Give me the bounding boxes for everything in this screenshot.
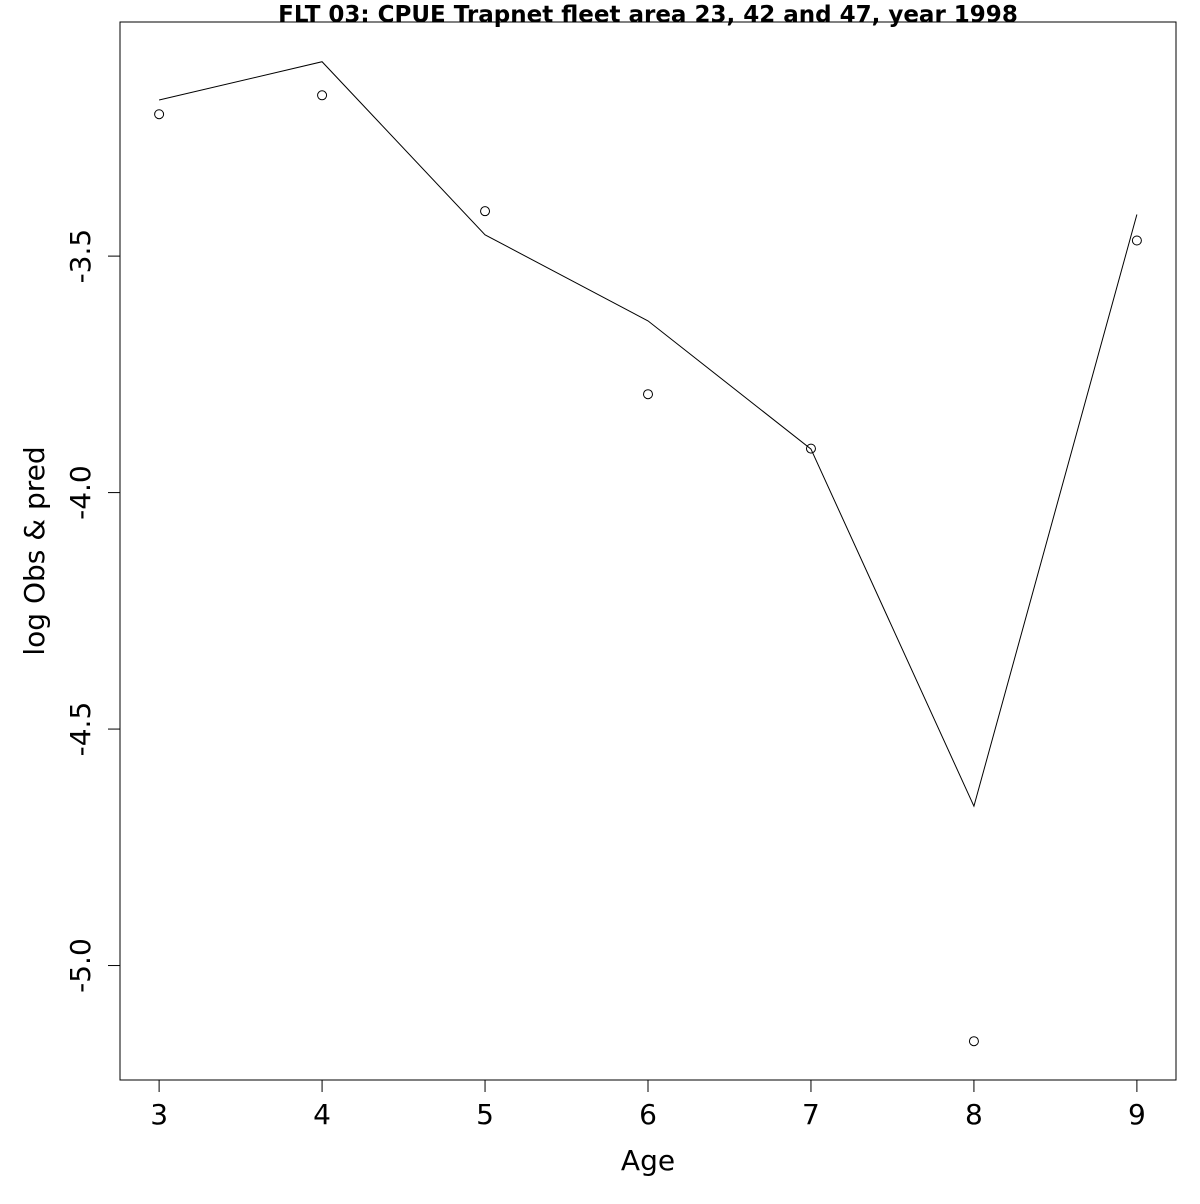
x-tick-label: 8 <box>965 1098 983 1131</box>
observed-point <box>805 443 816 454</box>
predicted-line <box>158 61 1138 808</box>
chart-title: FLT 03: CPUE Trapnet fleet area 23, 42 a… <box>278 2 1018 28</box>
x-axis: 3 4 5 6 7 8 9 <box>150 1079 1146 1131</box>
observed-point <box>1131 235 1142 246</box>
x-tick-label: 3 <box>150 1098 168 1131</box>
x-tick-label: 5 <box>476 1098 494 1131</box>
observed-point <box>643 389 653 400</box>
x-tick-label: 7 <box>802 1098 820 1131</box>
observed-point <box>154 109 165 120</box>
y-axis-title: log Obs & pred <box>18 446 51 655</box>
y-tick-label: -3.5 <box>64 229 97 284</box>
y-tick-label: -4.5 <box>64 702 97 757</box>
plot-frame <box>119 21 1177 1081</box>
y-axis: -3.5 -4.0 -4.5 -5.0 <box>64 229 121 993</box>
series-layer <box>154 61 1142 1047</box>
y-tick-label: -5.0 <box>64 938 97 993</box>
x-tick-label: 4 <box>313 1098 331 1131</box>
x-axis-title: Age <box>621 1144 675 1177</box>
observed-point <box>480 206 491 217</box>
y-tick-label: -4.0 <box>64 465 97 520</box>
x-tick-label: 9 <box>1128 1098 1146 1131</box>
observed-point <box>968 1036 979 1047</box>
observed-point <box>317 90 328 101</box>
x-tick-label: 6 <box>639 1098 657 1131</box>
